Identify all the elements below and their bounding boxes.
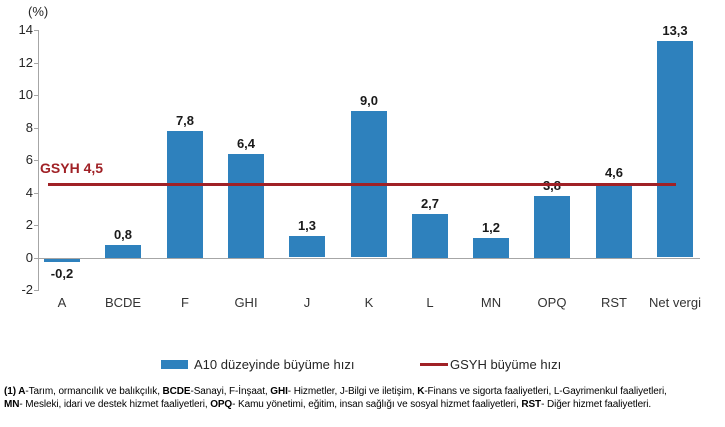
y-axis-unit-label: (%) [28,4,49,19]
x-axis-tick-label: Net vergi [648,295,702,310]
gsyh-reference-line [48,183,676,186]
x-axis-tick-label: A [57,295,67,310]
bar-value-label: 4,6 [604,165,624,180]
bar-BCDE [105,245,141,258]
footnote-line: MN- Mesleki, idari ve destek hizmet faal… [4,399,652,410]
y-axis-tick-mark [34,225,38,226]
gsyh-reference-label: GSYH 4,5 [40,160,104,176]
bar-value-label: 0,8 [113,227,133,242]
x-axis-tick-label: RST [601,295,627,310]
bar-series-swatch [161,359,188,369]
bar-MN [473,238,509,258]
y-axis-tick-mark [34,63,38,64]
bar-value-label: 9,0 [359,93,379,108]
x-axis-tick-label: GHI [234,295,258,310]
y-axis-tick-mark [34,193,38,194]
bar-value-label: 13,3 [662,23,688,38]
bar-A [44,259,80,262]
bar-GHI [228,154,264,258]
y-axis-tick-mark [34,128,38,129]
bar-value-label: 2,7 [420,196,440,211]
x-axis-tick-label: K [364,295,374,310]
footnote: (1) A-Tarım, ormancılık ve balıkçılık, B… [4,385,723,411]
y-axis-tick-label: 6 [25,152,33,167]
y-axis-tick-label: 12 [18,55,33,70]
bar-F [167,131,203,258]
bar-value-label: -0,2 [50,266,74,281]
x-axis-tick-label: J [303,295,311,310]
bar-OPQ [534,196,570,258]
bar-value-label: 1,2 [481,220,501,235]
y-axis-tick-label: 14 [18,22,33,37]
y-axis-tick-mark [34,258,38,259]
y-axis-tick-mark [34,95,38,96]
bar-value-label: 6,4 [236,136,256,151]
x-axis-zero-line [38,258,700,259]
bar-Net vergi [657,41,693,257]
y-axis-tick-label: 10 [18,87,33,102]
footnote-line: (1) A-Tarım, ormancılık ve balıkçılık, B… [4,386,667,397]
line-series-swatch [420,362,448,366]
y-axis-tick-mark [34,30,38,31]
y-axis-tick-mark [34,290,38,291]
y-axis-line [38,30,39,291]
y-axis-tick-label: 4 [25,185,33,200]
x-axis-tick-label: MN [480,295,502,310]
legend-item-a10: A10 düzeyinde büyüme hızı [161,355,354,373]
bar-value-label: 7,8 [175,113,195,128]
y-axis-tick-mark [34,160,38,161]
bar-RST [596,183,632,258]
legend-label-a10: A10 düzeyinde büyüme hızı [194,356,355,372]
bar-L [412,214,448,258]
y-axis-tick-label: -2 [21,282,33,297]
legend: A10 düzeyinde büyüme hızı GSYH büyüme hı… [0,355,725,373]
x-axis-tick-label: F [181,295,189,310]
legend-label-gsyh: GSYH büyüme hızı [450,356,562,372]
bar-value-label: 1,3 [297,218,317,233]
y-axis-tick-label: 8 [25,120,33,135]
bar-J [289,236,325,257]
x-axis-tick-label: OPQ [537,295,567,310]
y-axis-tick-label: 2 [25,217,33,232]
y-axis-tick-label: 0 [25,250,33,265]
x-axis-tick-label: BCDE [104,295,142,310]
legend-item-gsyh: GSYH büyüme hızı [420,355,561,373]
x-axis-tick-label: L [426,295,434,310]
